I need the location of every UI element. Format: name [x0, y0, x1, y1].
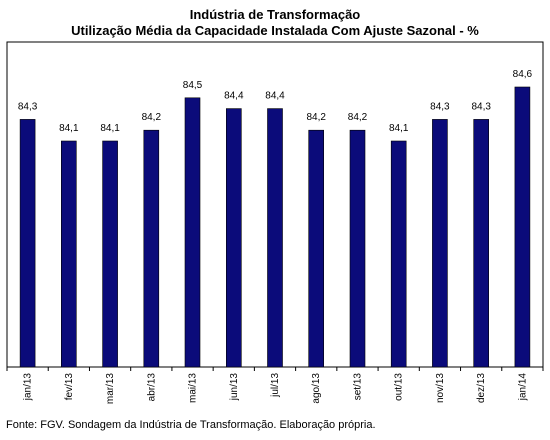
x-tick-label: nov/13	[435, 373, 446, 403]
bar-value-label: 84,4	[224, 91, 244, 102]
x-tick-label: jul/13	[270, 373, 281, 398]
bar	[226, 108, 242, 368]
bar-value-label: 84,1	[59, 123, 79, 134]
bar-value-label: 84,6	[513, 69, 533, 80]
bar	[184, 97, 201, 368]
bar	[267, 108, 283, 368]
bar	[432, 119, 448, 368]
x-tick-labels-group: jan/13 fev/13 mar/13 abr/13 mai/13 jun/13 jul/…	[23, 373, 529, 405]
x-ticks-group	[6, 367, 544, 371]
bar-value-label: 84,1	[100, 123, 120, 134]
bar-value-label: 84,4	[265, 91, 285, 102]
bar-value-label: 84,3	[471, 101, 491, 112]
x-tick-label: jun/13	[229, 373, 240, 402]
bar-value-label: 84,2	[306, 112, 326, 123]
x-tick-label: mai/13	[188, 373, 199, 403]
x-tick-label: out/13	[394, 373, 405, 401]
value-labels-group: 84,3 84,1 84,1 84,2 84,5 84,4 84,4 84,2 84,2 84,1…	[18, 69, 533, 134]
bar-value-label: 84,1	[389, 123, 409, 134]
x-tick-label: abr/13	[146, 373, 157, 402]
bar	[514, 86, 531, 368]
bar-value-label: 84,3	[430, 101, 450, 112]
bar-value-label: 84,2	[348, 112, 368, 123]
x-tick-label: fev/13	[64, 373, 75, 401]
bar	[143, 129, 160, 368]
bar-value-label: 84,2	[142, 112, 162, 123]
chart-title: Indústria de Transformação	[189, 7, 361, 22]
source-note: Fonte: FGV. Sondagem da Indústria de Tra…	[6, 419, 376, 431]
bar-value-label: 84,3	[18, 101, 38, 112]
bar	[19, 119, 36, 368]
x-tick-label: jan/13	[23, 373, 34, 402]
bar	[102, 140, 118, 368]
x-tick-label: set/13	[353, 373, 364, 401]
chart-subtitle: Utilização Média da Capacidade Instalada…	[71, 23, 479, 38]
bar	[473, 119, 490, 368]
bar	[390, 140, 407, 368]
x-tick-label: jan/14	[517, 373, 528, 402]
x-tick-label: mar/13	[105, 373, 116, 405]
x-tick-label: ago/13	[311, 373, 322, 404]
bars-group	[19, 86, 531, 368]
bar	[60, 140, 77, 368]
bar	[308, 129, 325, 368]
bar-value-label: 84,5	[183, 80, 203, 91]
x-tick-label: dez/13	[476, 373, 487, 403]
bar	[349, 129, 366, 368]
